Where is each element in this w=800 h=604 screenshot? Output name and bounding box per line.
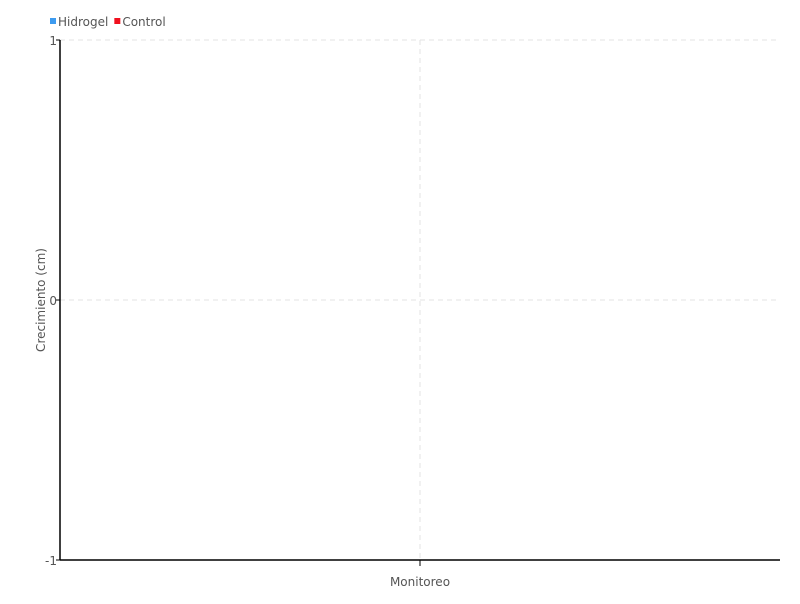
legend-swatch	[114, 18, 121, 24]
legend-label: Hidrogel	[58, 15, 108, 29]
y-tick-label: 0	[49, 294, 57, 308]
legend-label: Control	[122, 15, 165, 29]
y-tick-label: -1	[45, 554, 57, 568]
y-ticks: 1 0 -1	[45, 34, 60, 568]
legend: Hidrogel Control	[50, 15, 166, 29]
legend-swatch	[50, 18, 56, 24]
grid	[60, 39, 780, 561]
y-tick-label: 1	[49, 34, 57, 48]
x-axis-label: Monitoreo	[390, 575, 450, 589]
y-axis-label: Crecimiento (cm)	[34, 248, 48, 352]
